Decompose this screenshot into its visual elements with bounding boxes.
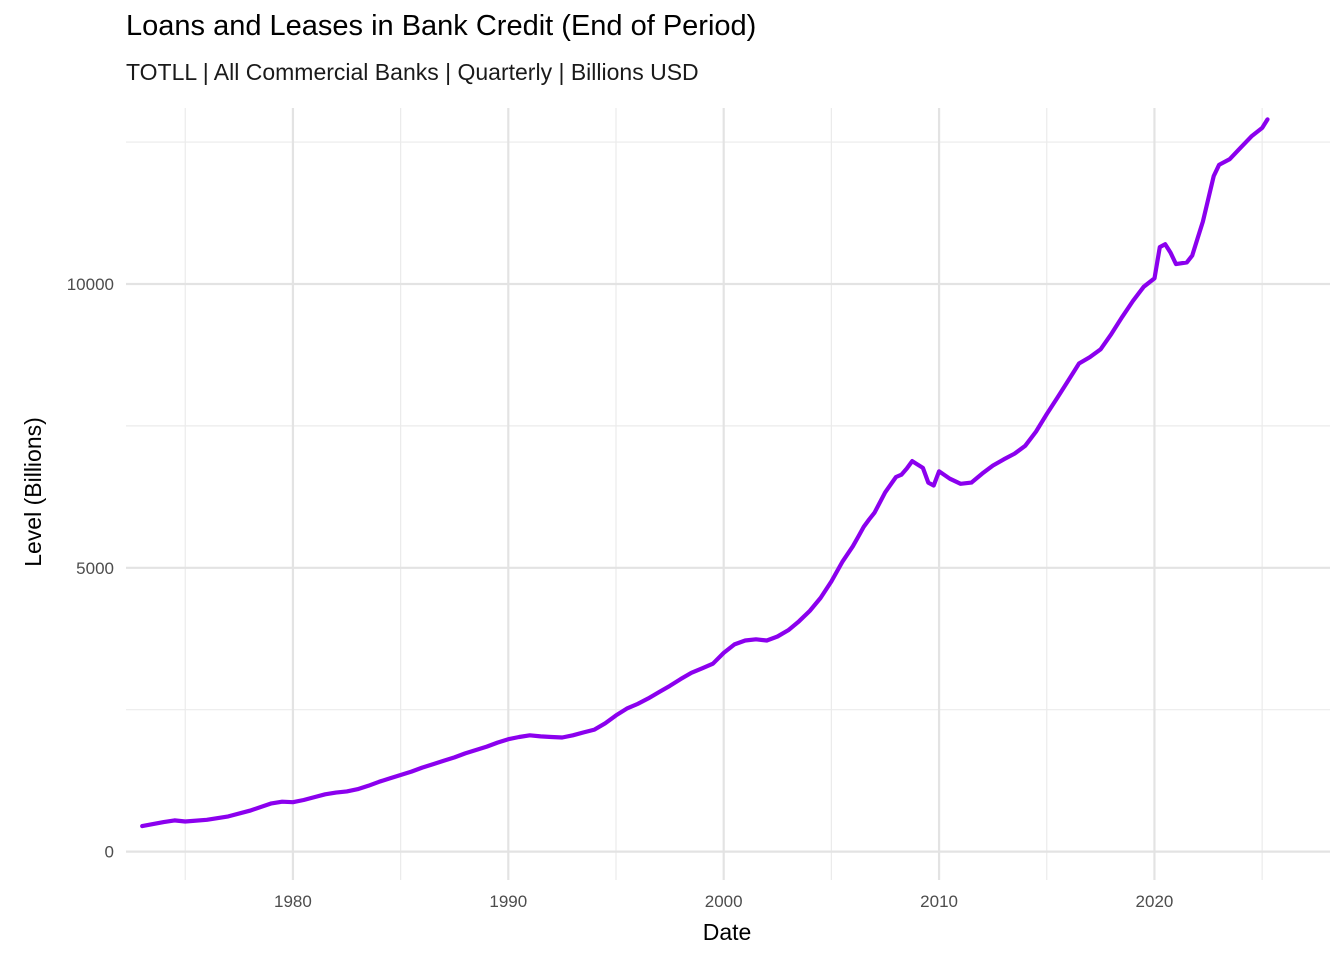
series-line-0	[140, 117, 1270, 829]
chart-title: Loans and Leases in Bank Credit (End of …	[126, 10, 757, 42]
y-tick-label-5000: 5000	[76, 559, 114, 578]
series-layer	[140, 117, 1270, 829]
y-axis-title: Level (Billions)	[20, 417, 46, 567]
minor-grid-lines	[126, 108, 1330, 880]
x-tick-label-1980: 1980	[274, 892, 312, 911]
x-axis-title: Date	[703, 919, 752, 945]
x-tick-label-2010: 2010	[920, 892, 958, 911]
major-grid-lines	[126, 108, 1330, 880]
y-tick-label-10000: 10000	[67, 275, 114, 294]
y-axis-tick-labels: 0 5000 10000	[67, 275, 114, 862]
x-axis-tick-labels: 1980 1990 2000 2010 2020	[274, 892, 1173, 911]
chart-subtitle: TOTLL | All Commercial Banks | Quarterly…	[126, 59, 699, 85]
x-tick-label-2000: 2000	[705, 892, 743, 911]
x-tick-label-1990: 1990	[489, 892, 527, 911]
x-tick-label-2020: 2020	[1136, 892, 1174, 911]
y-tick-label-0: 0	[105, 843, 114, 862]
